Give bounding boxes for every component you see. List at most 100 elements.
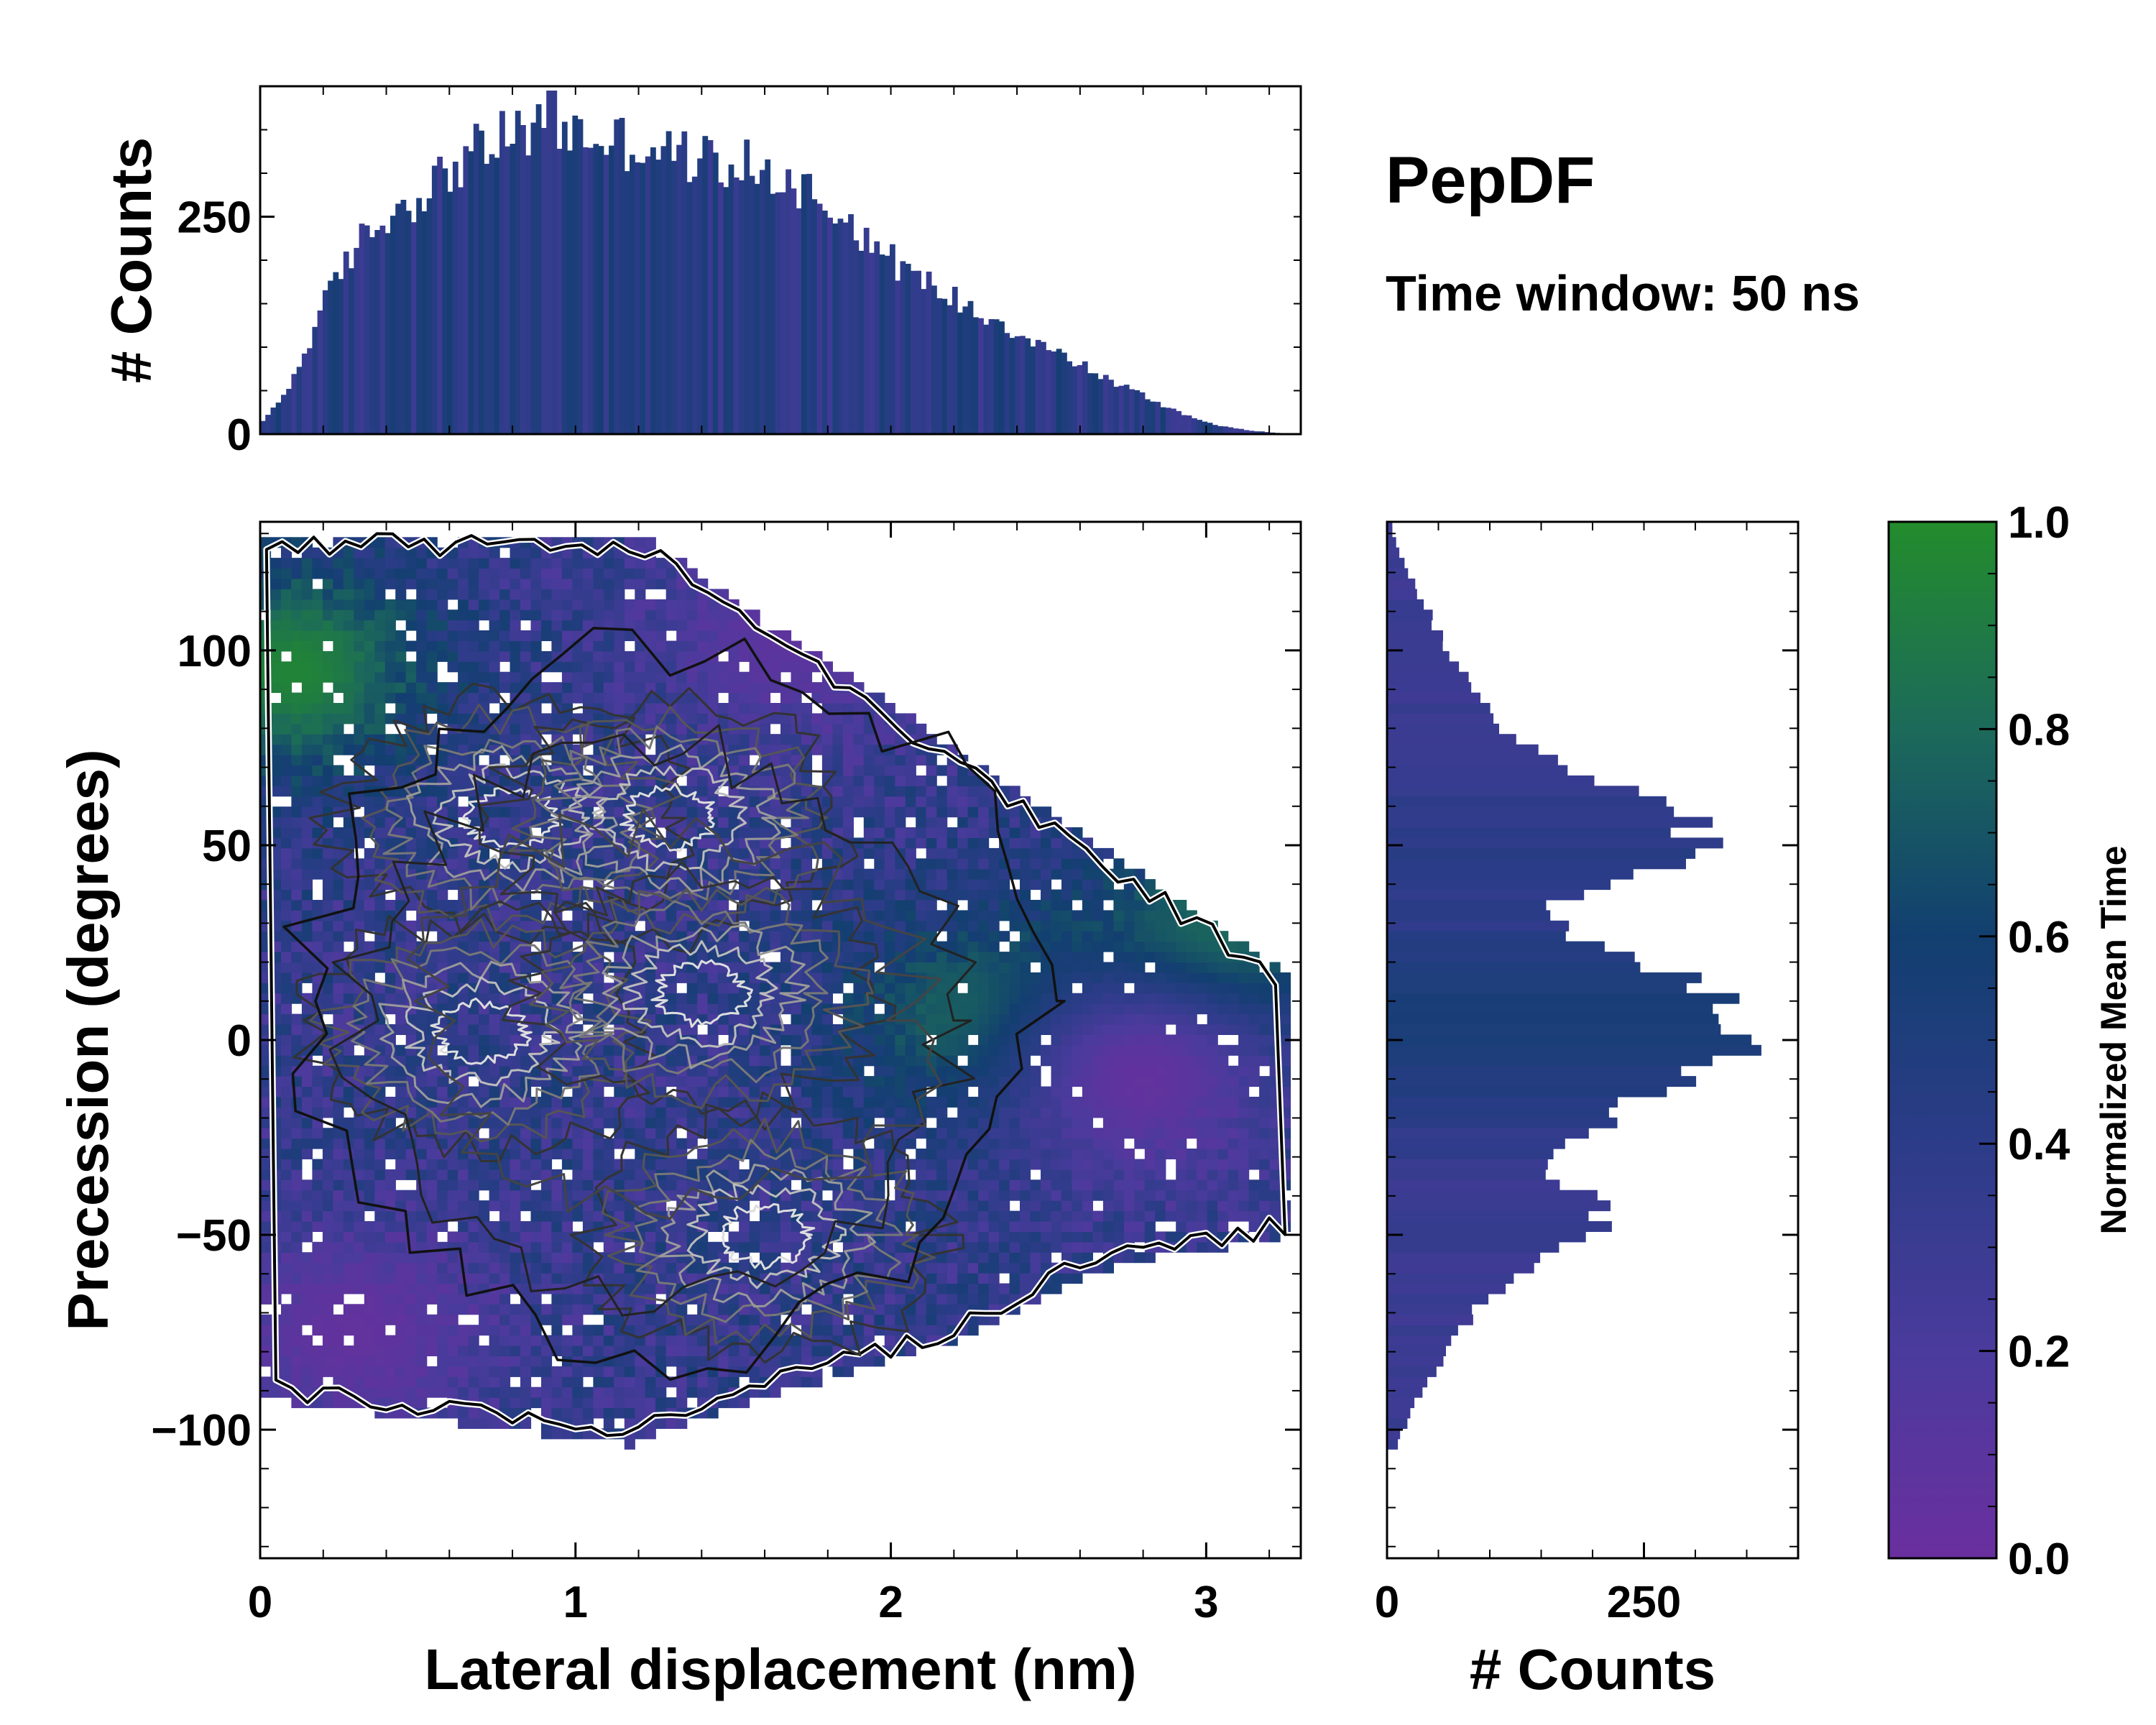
heatmap-cell (405, 1293, 417, 1305)
heatmap-cell (364, 910, 375, 921)
heatmap-cell (614, 610, 625, 621)
heatmap-cell (510, 589, 521, 600)
heatmap-cell (728, 692, 740, 704)
heatmap-cell (374, 1346, 386, 1356)
heatmap-cell (322, 1314, 333, 1325)
heatmap-cell (291, 786, 303, 797)
heatmap-cell (281, 1034, 292, 1046)
heatmap-cell (541, 1169, 553, 1180)
heatmap-cell (572, 920, 584, 932)
heatmap-cell (458, 661, 469, 673)
heatmap-cell (479, 1086, 490, 1098)
heatmap-cell (416, 589, 428, 600)
heatmap-cell (479, 1262, 490, 1274)
heatmap-cell (291, 1096, 303, 1108)
top-histogram-bar (760, 170, 765, 434)
heatmap-cell (655, 1356, 667, 1367)
heatmap-cell (281, 1013, 292, 1025)
heatmap-cell (312, 827, 323, 838)
heatmap-cell (312, 868, 323, 880)
heatmap-cell (718, 671, 729, 683)
heatmap-cell (520, 1356, 532, 1367)
heatmap-cell (541, 1314, 553, 1325)
heatmap-cell (510, 1200, 521, 1212)
heatmap-cell (374, 983, 386, 994)
heatmap-cell (530, 1034, 542, 1046)
heatmap-cell (405, 1034, 417, 1046)
heatmap-cell (853, 734, 865, 745)
top-histogram-bar (916, 270, 921, 434)
heatmap-cell (593, 692, 604, 704)
heatmap-cell (655, 599, 667, 610)
heatmap-cell (572, 1024, 584, 1035)
heatmap-cell (333, 589, 344, 600)
top-histogram-bar (733, 177, 740, 434)
heatmap-cell (551, 661, 563, 673)
top-histogram-bar (941, 298, 948, 434)
heatmap-cell (842, 1003, 854, 1015)
heatmap-cell (458, 1024, 469, 1035)
heatmap-cell (718, 1356, 729, 1367)
heatmap-cell (468, 993, 479, 1004)
heatmap-cell (354, 723, 365, 735)
heatmap-cell (697, 1283, 709, 1294)
heatmap-cell (291, 1138, 303, 1149)
heatmap-cell (718, 661, 729, 673)
heatmap-cell (718, 1325, 729, 1336)
heatmap-cell (655, 1262, 667, 1274)
heatmap-cell (842, 734, 854, 745)
heatmap-cell (468, 1221, 479, 1232)
heatmap-cell (447, 1376, 459, 1388)
heatmap-cell (426, 1325, 438, 1336)
heatmap-cell (770, 1231, 781, 1243)
heatmap-cell (479, 703, 490, 714)
heatmap-cell (437, 1314, 448, 1325)
heatmap-cell (770, 1159, 781, 1170)
heatmap-cell (749, 692, 760, 704)
heatmap-cell (333, 1013, 344, 1025)
heatmap-cell (343, 1397, 354, 1409)
heatmap-cell (645, 1138, 656, 1149)
heatmap-cell (416, 1107, 428, 1118)
heatmap-cell (561, 547, 573, 558)
heatmap-cell (364, 1386, 375, 1398)
heatmap-cell (551, 1428, 563, 1440)
heatmap-cell (665, 993, 677, 1004)
heatmap-cell (374, 1076, 386, 1087)
heatmap-cell (770, 1241, 781, 1253)
heatmap-cell (801, 889, 813, 901)
heatmap-cell (697, 1044, 709, 1056)
heatmap-cell (572, 1325, 584, 1336)
heatmap-cell (374, 1356, 386, 1367)
heatmap-cell (801, 1065, 813, 1077)
heatmap-cell (895, 993, 906, 1004)
heatmap-cell (447, 858, 459, 870)
heatmap-cell (811, 1024, 823, 1035)
heatmap-cell (510, 1314, 521, 1325)
heatmap-cell (686, 1376, 698, 1388)
top-histogram-bar (458, 187, 464, 434)
top-histogram-bar (395, 203, 401, 434)
heatmap-cell (541, 599, 553, 610)
heatmap-cell (312, 952, 323, 963)
heatmap-cell (530, 558, 542, 569)
heatmap-cell (447, 1407, 459, 1419)
heatmap-cell (530, 661, 542, 673)
heatmap-cell (416, 1397, 428, 1409)
heatmap-cell (801, 1210, 813, 1222)
heatmap-cell (728, 1314, 740, 1325)
heatmap-cell (510, 1034, 521, 1046)
heatmap-cell (593, 661, 604, 673)
heatmap-cell (384, 558, 396, 569)
heatmap-cell (437, 568, 448, 579)
heatmap-cell (780, 962, 792, 973)
heatmap-cell (291, 858, 303, 870)
top-histogram-bar (437, 157, 443, 434)
heatmap-cell (541, 1376, 553, 1388)
heatmap-cell (603, 671, 614, 683)
heatmap-cell (561, 941, 573, 952)
heatmap-cell (832, 1325, 844, 1336)
heatmap-cell (718, 630, 729, 641)
heatmap-cell (811, 1107, 823, 1118)
heatmap-cell (801, 1190, 813, 1201)
